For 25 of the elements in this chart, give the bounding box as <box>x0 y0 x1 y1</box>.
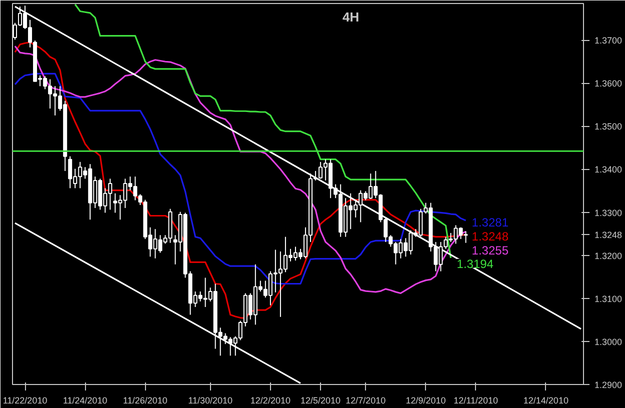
x-tick-label: 12/11/2010 <box>454 396 498 406</box>
y-tick-label: 1.3248 <box>594 230 622 240</box>
data-label: 1.3248 <box>472 230 509 244</box>
x-tick-label: 11/26/2010 <box>123 396 168 406</box>
data-label: 1.3281 <box>472 215 509 230</box>
annotation: 4H <box>342 10 360 24</box>
y-tick-label: 1.3700 <box>594 36 622 46</box>
y-tick-label: 1.3600 <box>594 78 622 89</box>
x-tick-label: 12/14/2010 <box>523 396 568 406</box>
x-tick-label: 11/30/2010 <box>188 396 233 406</box>
y-tick-label: 1.3000 <box>594 336 622 347</box>
x-tick-label: 11/24/2010 <box>62 396 108 406</box>
x-tick-label: 12/2/2010 <box>250 396 290 406</box>
x-tick-label: 12/7/2010 <box>346 396 386 406</box>
x-tick-label: 11/22/2010 <box>2 396 48 406</box>
y-tick-label: 1.3200 <box>594 250 622 261</box>
x-tick-label: 12/9/2010 <box>406 396 446 406</box>
data-label: 1.3194 <box>456 256 494 271</box>
data-label: 1.3255 <box>472 244 509 258</box>
y-tick-label: 1.3300 <box>594 208 622 218</box>
x-tick-label: 12/5/2010 <box>300 396 341 406</box>
y-tick-label: 1.3400 <box>594 164 622 175</box>
y-tick-label: 1.3100 <box>594 294 622 304</box>
y-tick-label: 1.3500 <box>594 122 622 132</box>
y-tick-label: 1.2900 <box>594 380 622 390</box>
